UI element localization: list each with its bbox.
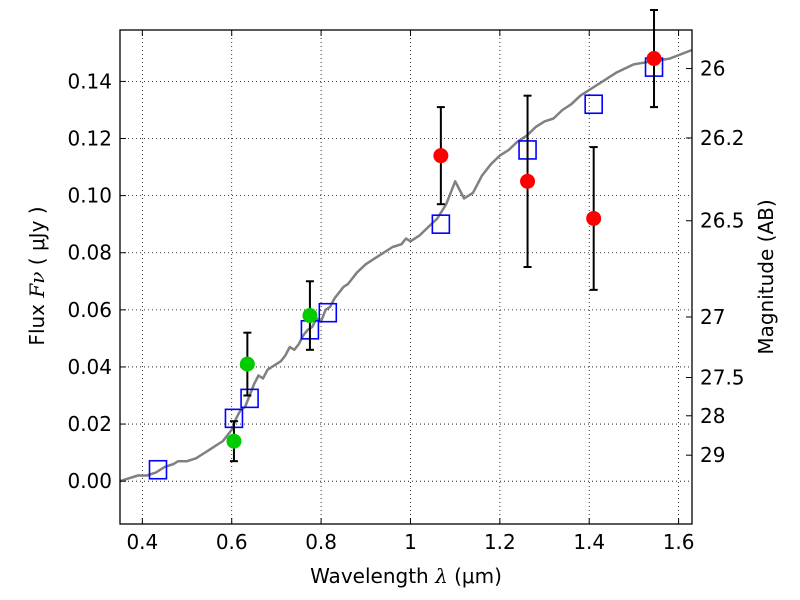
data-point-circle [520, 173, 536, 189]
y-tick-label: 0.06 [67, 298, 112, 322]
y-tick-label: 0.00 [67, 469, 112, 493]
data-point-circle [433, 148, 449, 164]
x-axis-unit: (μm) [454, 564, 502, 588]
data-point-circle [302, 308, 318, 324]
x-tick-label: 1 [404, 530, 417, 554]
y-axis-title: Flux Fν ( μJy ) [25, 206, 49, 345]
y2-axis-title: Magnitude (AB) [754, 199, 778, 354]
y-tick-label: 0.08 [67, 241, 112, 265]
model-curve-layer [119, 48, 693, 483]
axis-ticks: 0.4 0.6 0.8 1 1.2 1.4 1.6 0.00 0.02 0.04 0.06 0.08 0… [67, 30, 745, 554]
data-point-square [148, 459, 168, 480]
x-axis-label: Wavelength [310, 564, 429, 588]
x-axis-title: Wavelength λ (μm) [310, 564, 502, 588]
y-tick-label: 0.12 [67, 127, 112, 151]
y2-tick-label: 27 [700, 305, 725, 329]
x-tick-label: 0.4 [126, 530, 158, 554]
y2-tick-label: 26 [700, 57, 725, 81]
y-tick-label: 0.02 [67, 412, 112, 436]
data-point-square [584, 94, 603, 115]
y2-tick-label: 29 [700, 443, 725, 467]
data-points-layer [148, 9, 664, 480]
data-point-circle [586, 210, 602, 226]
y-axis-label: Flux [25, 304, 49, 346]
y2-tick-label: 27.5 [700, 366, 745, 390]
y-tick-label: 0.04 [67, 355, 112, 379]
plot-frame [119, 29, 693, 525]
data-point-square [431, 214, 451, 234]
x-tick-label: 0.8 [305, 530, 337, 554]
data-point-circle [239, 356, 255, 372]
x-tick-label: 1.4 [573, 530, 605, 554]
x-tick-label: 1.2 [484, 530, 516, 554]
x-tick-label: 0.6 [216, 530, 248, 554]
data-point-square [318, 302, 338, 323]
data-point-circle [646, 51, 662, 67]
grid [120, 30, 692, 524]
x-axis-symbol: λ [434, 564, 448, 588]
y-axis-symbol: Fν [25, 272, 49, 299]
y2-tick-label: 28 [700, 404, 725, 428]
y2-tick-label: 26.5 [700, 209, 745, 233]
data-point-square [240, 388, 259, 409]
data-point-circle [226, 433, 242, 449]
y-tick-label: 0.10 [67, 184, 112, 208]
y-tick-label: 0.14 [67, 69, 112, 93]
y2-tick-label: 26.2 [700, 126, 745, 150]
y-axis-unit: ( μJy ) [25, 206, 49, 265]
x-tick-label: 1.6 [663, 530, 695, 554]
model-spectrum-line [119, 48, 693, 483]
